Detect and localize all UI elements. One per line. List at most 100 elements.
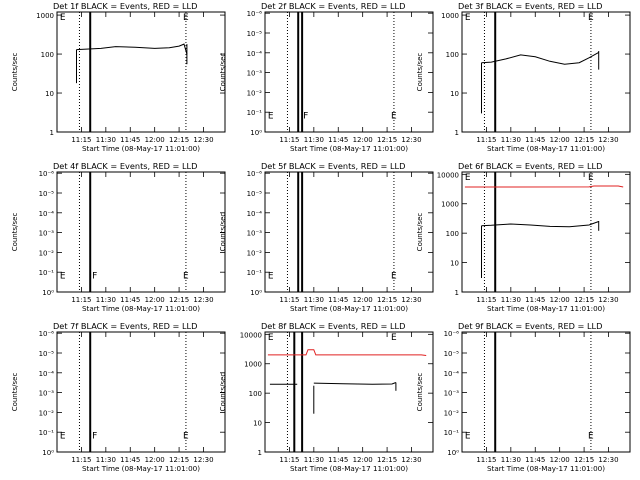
y-tick-label: 10	[253, 420, 262, 428]
plot-frame	[264, 11, 434, 133]
y-axis-label: Counts/sec	[11, 53, 19, 92]
x-tick-label: 12:15	[169, 136, 189, 144]
lld-series-line	[464, 185, 624, 188]
chart-title: Det 3f BLACK = Events, RED = LLD	[458, 1, 602, 11]
x-tick-label: 11:30	[96, 456, 116, 464]
x-tick-label: 12:30	[401, 456, 421, 464]
x-tick-label: 11:30	[304, 296, 324, 304]
y-tick-label: 1000	[244, 361, 262, 369]
x-tick-label: 12:00	[550, 456, 570, 464]
marker-letter: E	[268, 112, 274, 122]
plot-frame	[461, 11, 631, 133]
y-axis-label: Counts/sec	[219, 213, 227, 252]
marker-letter: E	[588, 173, 594, 183]
chart-panel-4: Det 4f BLACK = Events, RED = LLD 10⁰ 10⁻¹ 1…	[11, 161, 226, 313]
y-tick-label: 10⁻⁴	[444, 370, 460, 378]
plot-frame	[461, 171, 631, 293]
x-tick-label: 12:00	[550, 136, 570, 144]
chart-title: Det 4f BLACK = Events, RED = LLD	[53, 161, 197, 171]
marker-letter: F	[303, 112, 308, 122]
y-tick-label: 10⁻⁵	[39, 190, 55, 198]
x-tick-label: 11:30	[501, 296, 521, 304]
chart-title: Det 8f BLACK = Events, RED = LLD	[261, 321, 405, 331]
x-tick-label: 11:45	[120, 296, 140, 304]
y-tick-label: 10	[45, 90, 54, 98]
marker-letter: E	[183, 13, 189, 23]
marker-letter: E	[465, 173, 471, 183]
y-tick-label: 10	[450, 260, 459, 268]
y-tick-label: 10⁻⁵	[39, 350, 55, 358]
chart-panel-3: Det 3f BLACK = Events, RED = LLD 1 10 100 10…	[416, 1, 631, 153]
y-tick-label: 10⁻³	[444, 390, 460, 398]
x-tick-label: 12:00	[145, 296, 165, 304]
x-axis-label: Start Time (08-May-17 11:01:00)	[487, 464, 605, 473]
x-tick-label: 12:15	[574, 456, 594, 464]
marker-letter: E	[588, 432, 594, 442]
x-tick-label: 11:15	[71, 136, 91, 144]
x-axis-label: Start Time (08-May-17 11:01:00)	[290, 304, 408, 313]
x-axis-label: Start Time (08-May-17 11:01:00)	[290, 144, 408, 153]
y-axis-label: Counts/sec	[416, 373, 424, 412]
x-tick-label: 12:15	[377, 456, 397, 464]
y-tick-label: 100	[41, 51, 54, 59]
y-tick-label: 10⁰	[42, 449, 54, 457]
y-tick-label: 1	[455, 129, 459, 137]
plot-frame	[264, 331, 434, 453]
y-tick-label: 10⁻³	[247, 70, 263, 78]
y-axis-label: Counts/sec	[11, 213, 19, 252]
y-tick-label: 10⁻⁶	[444, 330, 460, 338]
chart-panel-8: Det 8f BLACK = Events, RED = LLD 1 10 100 10…	[219, 321, 434, 473]
marker-letter: E	[268, 333, 274, 343]
x-tick-label: 11:15	[279, 456, 299, 464]
chart-title: Det 9f BLACK = Events, RED = LLD	[458, 321, 602, 331]
y-tick-label: 10⁻¹	[39, 269, 55, 277]
lld-series-line	[267, 349, 427, 356]
x-tick-label: 11:30	[501, 136, 521, 144]
y-axis-label: Counts/sec	[416, 53, 424, 92]
plot-frame	[461, 331, 631, 453]
y-tick-label: 100	[446, 230, 459, 238]
y-tick-label: 10⁻⁶	[247, 10, 263, 18]
y-tick-label: 10⁰	[42, 289, 54, 297]
x-tick-label: 11:45	[525, 296, 545, 304]
y-tick-label: 10⁻⁴	[247, 210, 263, 218]
chart-title: Det 2f BLACK = Events, RED = LLD	[261, 1, 405, 11]
x-axis-label: Start Time (08-May-17 11:01:00)	[82, 464, 200, 473]
marker-letter: E	[60, 272, 66, 282]
x-tick-label: 11:30	[96, 296, 116, 304]
chart-panel-6: Det 6f BLACK = Events, RED = LLD 1 10 100 10…	[416, 161, 631, 313]
marker-letter: E	[60, 13, 66, 23]
y-tick-label: 1	[455, 289, 459, 297]
y-tick-label: 10⁰	[447, 449, 459, 457]
x-tick-label: 11:30	[304, 456, 324, 464]
y-tick-label: 10⁻²	[39, 409, 55, 417]
x-tick-label: 12:15	[574, 296, 594, 304]
x-axis-label: Start Time (08-May-17 11:01:00)	[487, 304, 605, 313]
x-tick-label: 11:30	[96, 136, 116, 144]
y-tick-label: 10⁻⁴	[39, 210, 55, 218]
x-tick-label: 12:00	[353, 456, 373, 464]
x-tick-label: 12:30	[193, 456, 213, 464]
y-tick-label: 10⁻⁵	[444, 350, 460, 358]
x-tick-label: 11:15	[71, 456, 91, 464]
y-tick-label: 10⁻⁶	[39, 330, 55, 338]
x-tick-label: 11:45	[328, 296, 348, 304]
x-tick-label: 12:15	[377, 296, 397, 304]
y-tick-label: 10⁻⁶	[39, 170, 55, 178]
chart-panel-7: Det 7f BLACK = Events, RED = LLD 10⁰ 10⁻¹ 1…	[11, 321, 226, 473]
y-axis-label: Counts/sec	[416, 213, 424, 252]
x-axis-label: Start Time (08-May-17 11:01:00)	[487, 144, 605, 153]
y-axis-label: Counts/sec	[219, 53, 227, 92]
y-tick-label: 1	[258, 449, 262, 457]
marker-letter: E	[391, 272, 397, 282]
marker-letter: F	[92, 432, 97, 442]
x-tick-label: 12:30	[401, 136, 421, 144]
y-tick-label: 10⁻²	[247, 89, 263, 97]
chart-panel-1: Det 1f BLACK = Events, RED = LLD 1 10 100 10…	[11, 1, 226, 153]
y-tick-label: 10⁻²	[247, 249, 263, 257]
x-tick-label: 12:30	[193, 296, 213, 304]
x-tick-label: 12:30	[193, 136, 213, 144]
y-tick-label: 10⁻¹	[39, 429, 55, 437]
marker-letter: E	[391, 112, 397, 122]
x-tick-label: 11:15	[279, 136, 299, 144]
